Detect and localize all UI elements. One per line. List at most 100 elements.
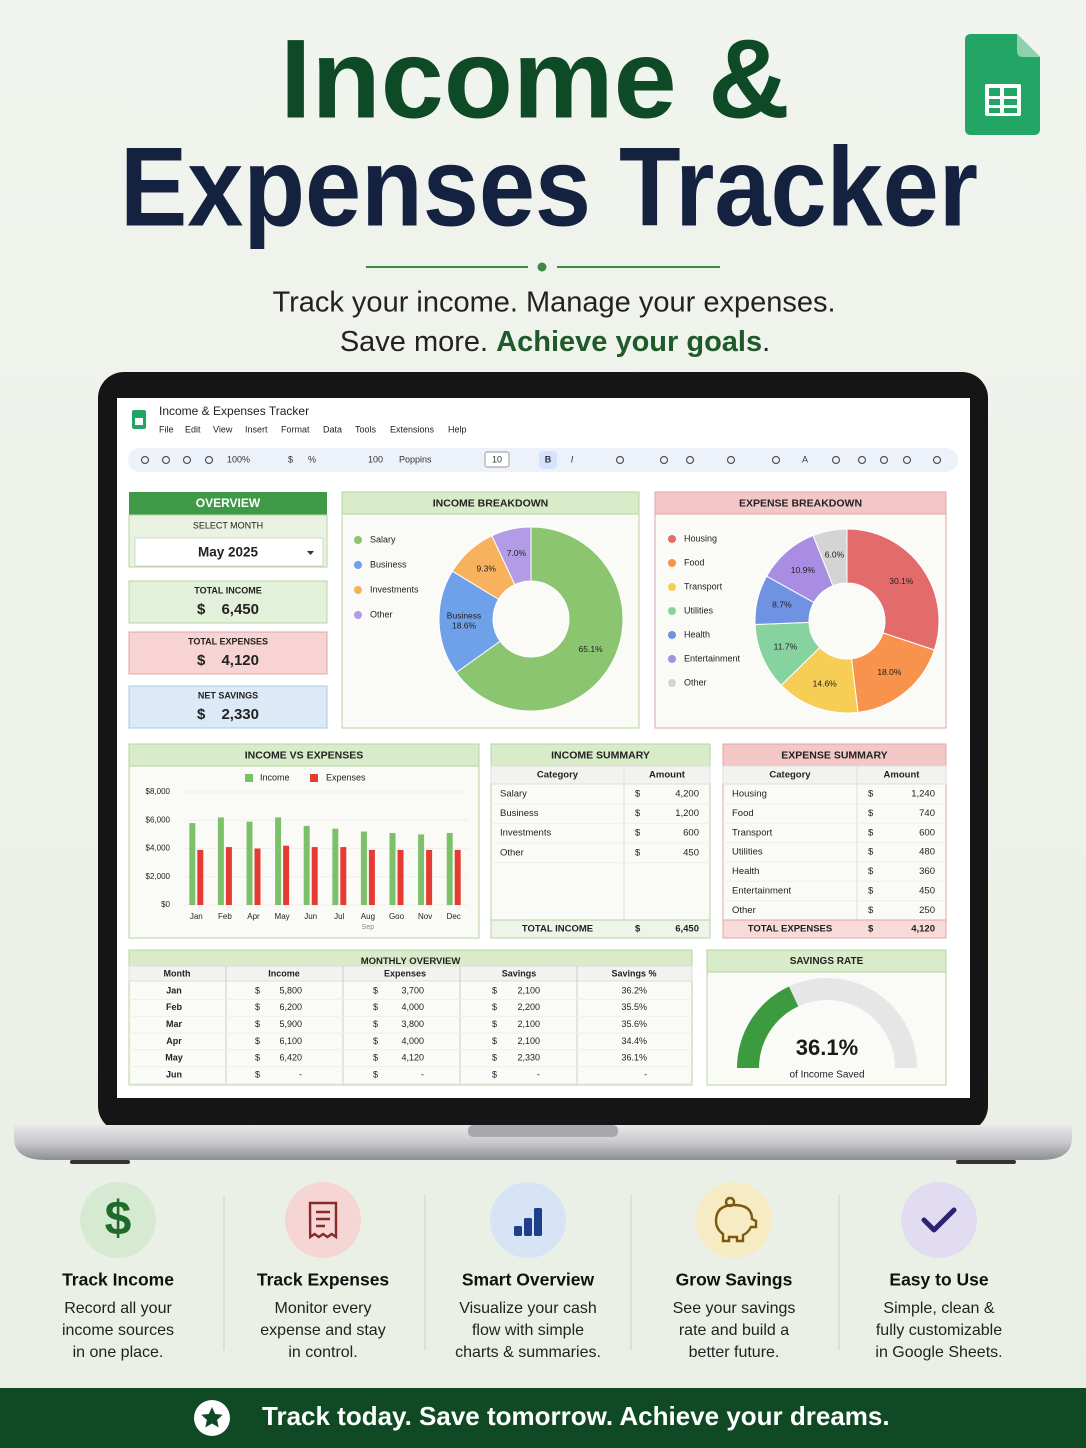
column-header: Category <box>769 770 811 781</box>
cell: $ <box>868 866 874 877</box>
legend-dot <box>668 655 676 663</box>
cell: $ <box>373 1019 378 1029</box>
cell: 4,000 <box>401 1036 424 1046</box>
bar <box>189 823 196 905</box>
feature-icon <box>921 1207 957 1233</box>
gauge-caption: of Income Saved <box>789 1070 864 1081</box>
feature-text: Monitor every <box>275 1300 372 1317</box>
toolbar-icon <box>161 455 171 465</box>
toolbar-item[interactable]: A <box>802 454 808 464</box>
legend-swatch <box>310 774 318 782</box>
toolbar-item[interactable]: $ <box>288 454 293 464</box>
tagline-part: . <box>762 326 770 358</box>
menu-item[interactable]: Format <box>281 424 310 434</box>
kpi-box <box>128 685 328 729</box>
legend-label: Entertainment <box>684 653 741 663</box>
cell: $ <box>373 985 378 995</box>
toolbar-item[interactable]: 100% <box>227 454 250 464</box>
bar <box>340 847 347 905</box>
menu-item[interactable]: Insert <box>245 424 268 434</box>
bar <box>303 825 310 905</box>
x-tick-label: Feb <box>218 912 232 921</box>
column-header: Amount <box>884 770 921 781</box>
menu-item[interactable]: Extensions <box>390 424 435 434</box>
cell: $ <box>635 828 641 839</box>
month-dropdown[interactable] <box>134 537 324 567</box>
menu-item[interactable]: File <box>159 424 174 434</box>
toolbar-item[interactable]: Poppins <box>399 454 432 464</box>
card-title: EXPENSE BREAKDOWN <box>739 497 862 509</box>
toolbar-item[interactable]: % <box>308 454 316 464</box>
legend-label: Other <box>684 677 707 687</box>
kpi-currency: $ <box>197 652 206 669</box>
total-cell: 4,120 <box>911 924 935 935</box>
toolbar-item[interactable]: B <box>545 454 552 464</box>
x-tick-label: Nov <box>418 912 432 921</box>
cell: 4,200 <box>675 789 699 800</box>
cell: 250 <box>919 905 935 916</box>
x-annotation: Sep <box>362 924 375 931</box>
cell: 6,200 <box>279 1002 302 1012</box>
bar <box>246 821 253 905</box>
cell: 4,120 <box>401 1053 424 1063</box>
bar <box>418 834 425 905</box>
legend-swatch <box>245 774 253 782</box>
menu-item[interactable]: View <box>213 424 233 434</box>
cell: 2,100 <box>517 1036 540 1046</box>
feature-icon <box>714 1196 758 1243</box>
cell: 35.5% <box>621 1002 647 1012</box>
toolbar-icon <box>204 455 214 465</box>
toolbar-icon <box>831 455 841 465</box>
chart-card-header <box>128 743 480 767</box>
cell: 450 <box>683 847 699 858</box>
legend-dot <box>354 561 362 569</box>
cell: $ <box>492 1019 497 1029</box>
cell: 2,100 <box>517 985 540 995</box>
cell: $ <box>255 1069 260 1079</box>
slice-label: 65.1% <box>579 644 604 654</box>
slice-label: 8.7% <box>772 600 792 610</box>
cell: 480 <box>919 847 935 858</box>
bar <box>283 845 290 905</box>
cell: $ <box>492 985 497 995</box>
legend-label: Food <box>684 557 705 567</box>
title: Income & <box>280 17 790 142</box>
toolbar-item[interactable]: 100 <box>368 454 383 464</box>
bar <box>275 817 282 905</box>
legend-label: Utilities <box>684 605 714 615</box>
column-header: Savings % <box>611 968 656 978</box>
slice-label: 30.1% <box>889 576 914 586</box>
cell: 2,200 <box>517 1002 540 1012</box>
toolbar-item[interactable]: 10 <box>492 454 502 464</box>
feature-title: Grow Savings <box>676 1270 793 1290</box>
feature-text: in one place. <box>73 1344 164 1361</box>
cell: $ <box>255 985 260 995</box>
feature-text: flow with simple <box>472 1322 584 1339</box>
cell: Business <box>500 808 539 819</box>
menu-item[interactable]: Tools <box>355 424 377 434</box>
feature-icon-bg <box>696 1182 772 1258</box>
legend-dot <box>668 559 676 567</box>
divider <box>366 262 720 272</box>
legend-label: Transport <box>684 581 723 591</box>
cell: Transport <box>732 827 773 838</box>
footer-band <box>0 1388 1086 1448</box>
feature-text: expense and stay <box>260 1322 385 1339</box>
menu-item[interactable]: Help <box>448 424 467 434</box>
y-tick-label: $8,000 <box>146 787 171 796</box>
menu-item[interactable]: Edit <box>185 424 201 434</box>
card-title: INCOME BREAKDOWN <box>433 497 549 509</box>
menu-item[interactable]: Data <box>323 424 342 434</box>
toolbar-icon <box>615 455 625 465</box>
slice-label: 11.7% <box>774 642 798 652</box>
feature-icon <box>308 1201 338 1240</box>
legend-label: Salary <box>370 534 396 544</box>
toolbar-item[interactable]: I <box>571 454 574 464</box>
cell: 36.2% <box>621 985 647 995</box>
legend-label: Income <box>260 772 290 782</box>
feature-text: Simple, clean & <box>883 1300 994 1317</box>
slice-label: 14.6% <box>813 678 838 688</box>
cell: $ <box>492 1069 497 1079</box>
feature-text: income sources <box>62 1322 174 1339</box>
cell: $ <box>868 808 874 819</box>
